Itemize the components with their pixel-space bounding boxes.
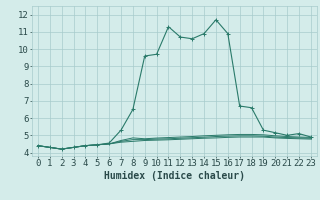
X-axis label: Humidex (Indice chaleur): Humidex (Indice chaleur) xyxy=(104,171,245,181)
